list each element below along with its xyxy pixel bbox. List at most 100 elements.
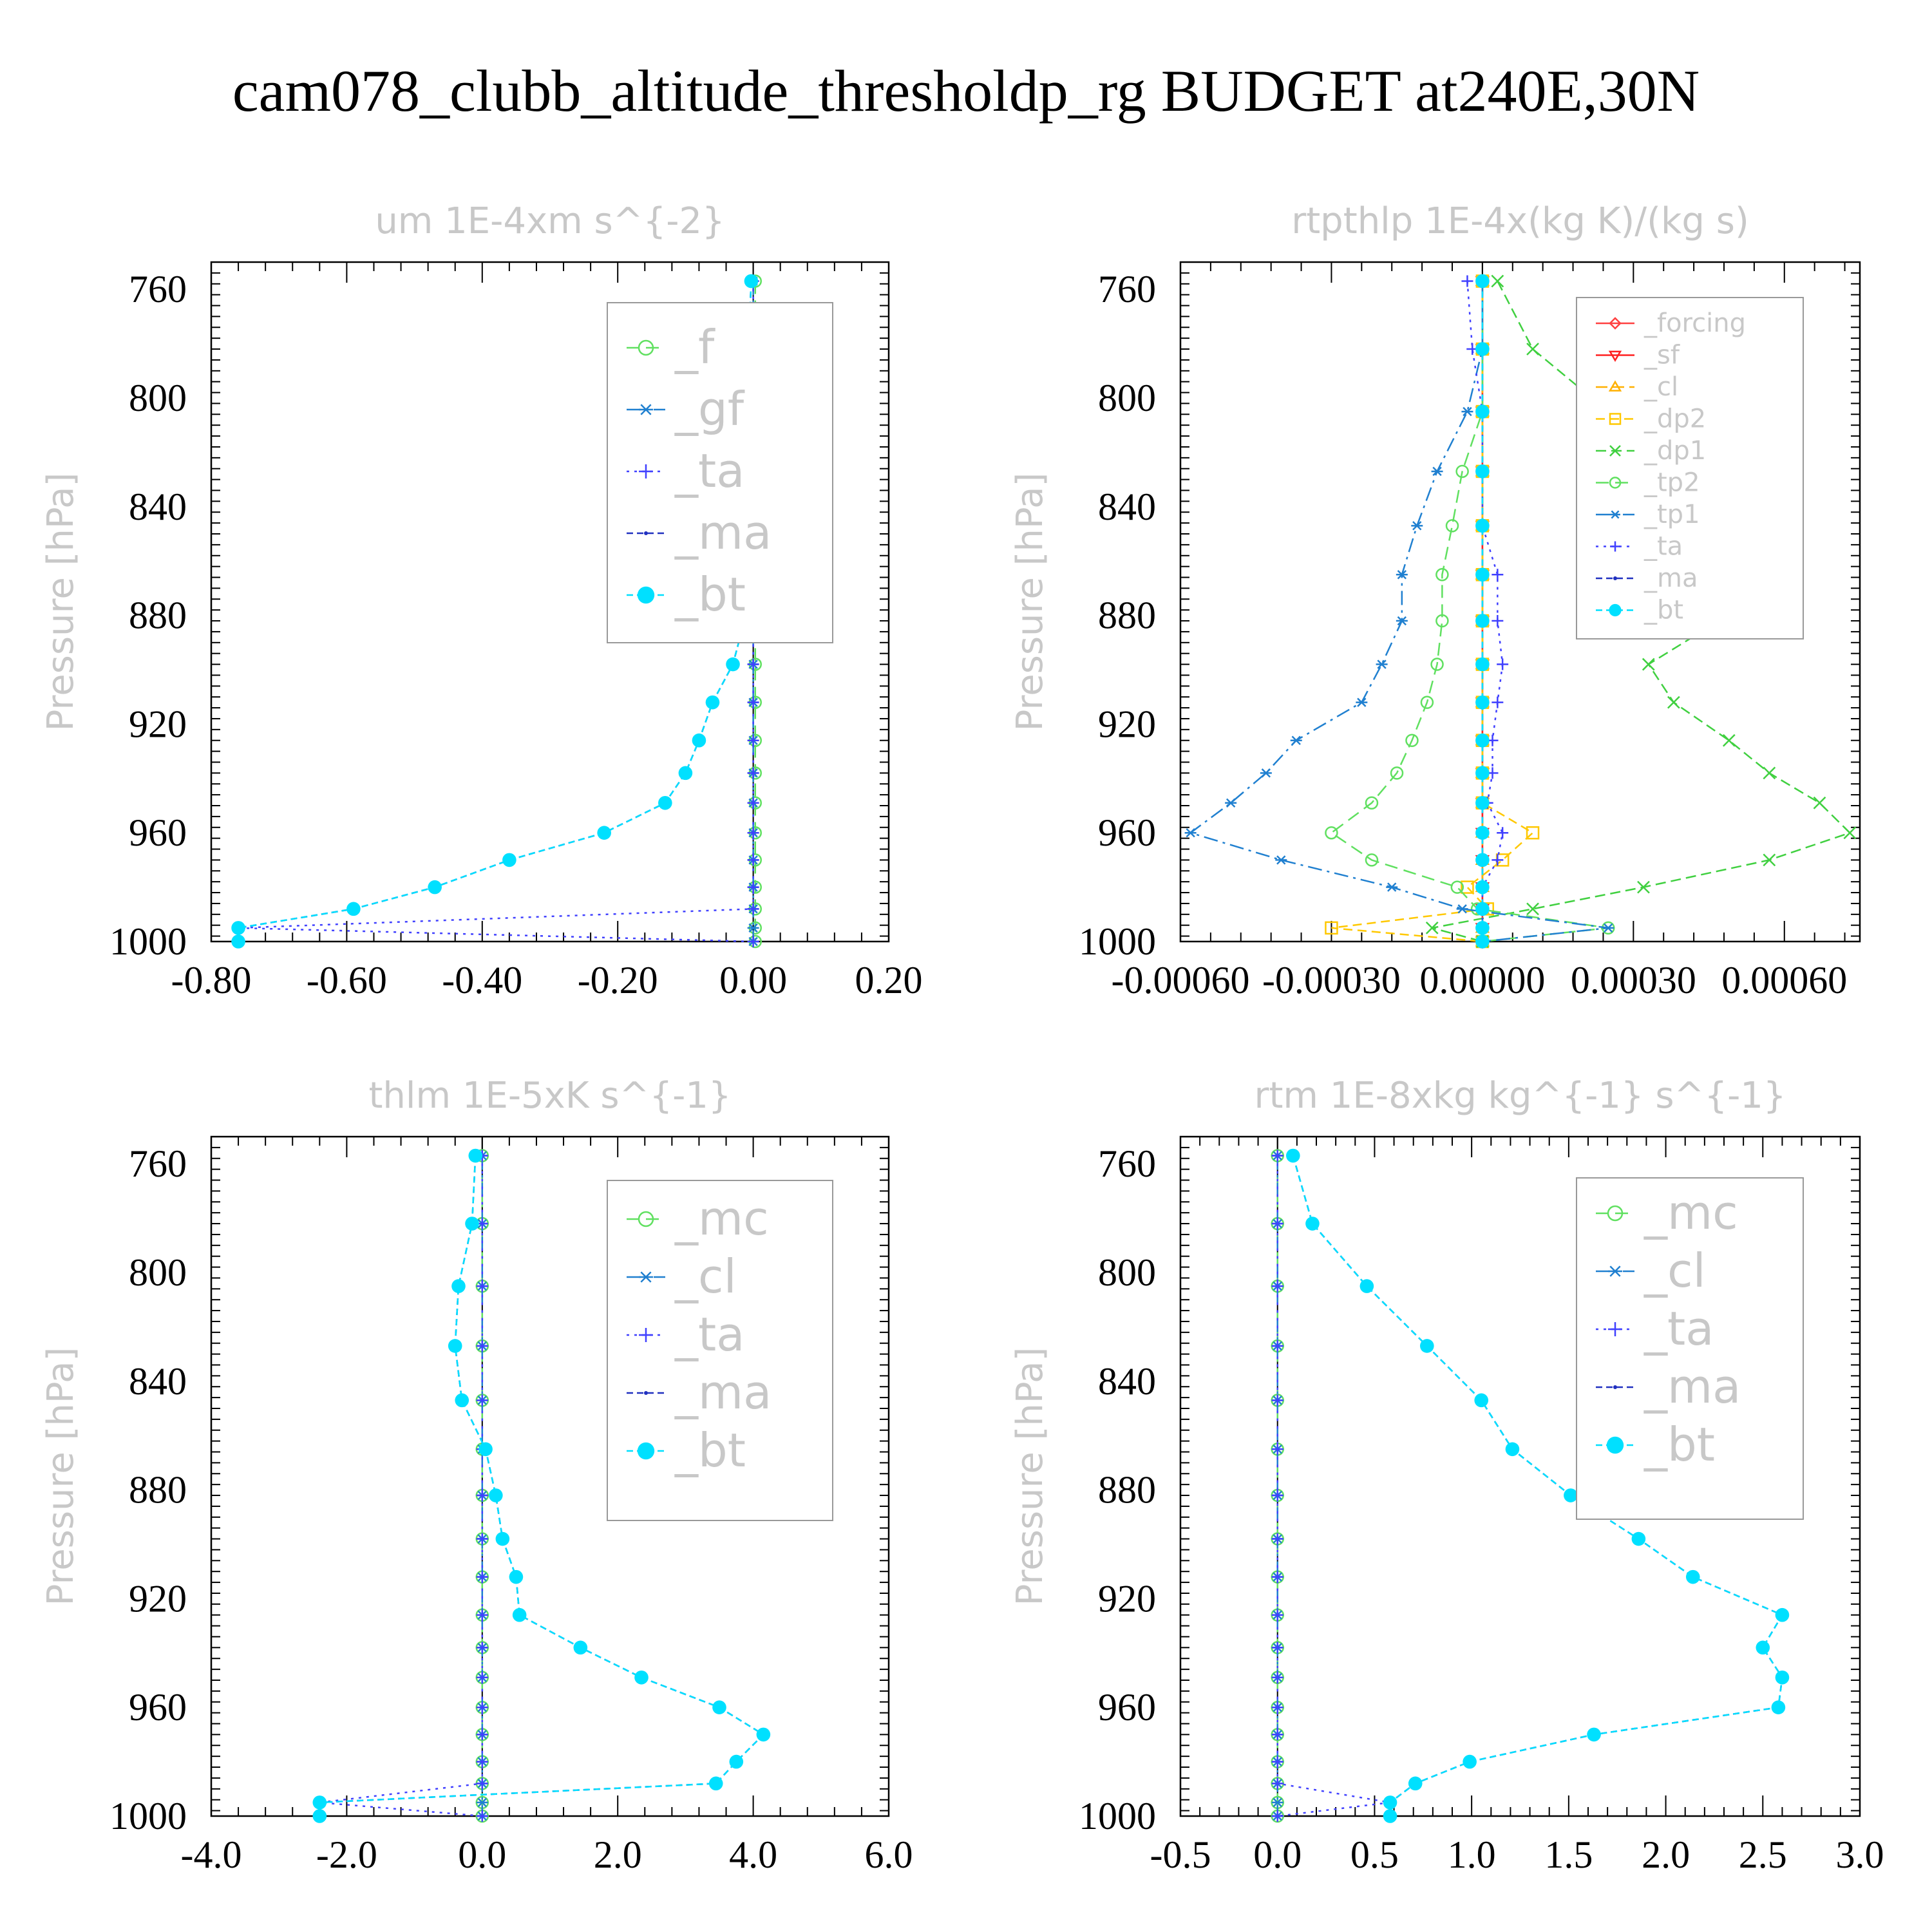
data-point bbox=[1305, 1217, 1320, 1231]
x-tick-label: 0.00030 bbox=[1571, 959, 1696, 1001]
x-tick-label: 1.0 bbox=[1448, 1833, 1496, 1876]
legend-label: _ma bbox=[674, 506, 772, 560]
data-point bbox=[476, 1280, 488, 1293]
legend-label: _tp1 bbox=[1643, 500, 1700, 529]
data-point bbox=[747, 696, 759, 708]
data-point bbox=[1763, 766, 1776, 780]
data-point bbox=[1359, 1279, 1374, 1293]
legend-label: _dp2 bbox=[1643, 404, 1706, 434]
data-point bbox=[1396, 570, 1408, 580]
data-point bbox=[476, 1533, 488, 1545]
data-point bbox=[1474, 1393, 1489, 1408]
legend-marker bbox=[1613, 576, 1617, 580]
data-point bbox=[678, 766, 693, 781]
data-point bbox=[1271, 1533, 1283, 1545]
data-point bbox=[1430, 658, 1444, 671]
legend-marker bbox=[1609, 317, 1622, 330]
data-point bbox=[1225, 798, 1237, 808]
y-tick-label: 840 bbox=[129, 1360, 187, 1403]
data-point bbox=[1420, 696, 1434, 709]
data-point bbox=[1475, 518, 1490, 533]
data-point bbox=[1491, 274, 1504, 288]
data-point bbox=[1771, 1700, 1786, 1714]
legend-marker bbox=[1608, 1322, 1622, 1336]
data-point bbox=[1271, 1280, 1283, 1293]
data-point bbox=[597, 826, 611, 840]
legend-label: _cl bbox=[1643, 372, 1678, 402]
legend-marker bbox=[644, 531, 648, 535]
data-point bbox=[1475, 657, 1490, 672]
series-line bbox=[1331, 281, 1535, 943]
legend-marker bbox=[644, 1391, 648, 1395]
data-point bbox=[476, 1797, 488, 1808]
data-point bbox=[1260, 768, 1272, 778]
data-point bbox=[1475, 274, 1490, 289]
series-line bbox=[1292, 1155, 1784, 1816]
data-point bbox=[1271, 1777, 1283, 1790]
data-point bbox=[1356, 697, 1368, 707]
data-point bbox=[1475, 342, 1490, 356]
x-tick-label: -0.20 bbox=[578, 959, 658, 1001]
data-point bbox=[1271, 1728, 1283, 1741]
legend-label: _ta bbox=[1643, 532, 1683, 562]
legend-box bbox=[1576, 1177, 1804, 1520]
data-point bbox=[1365, 853, 1379, 867]
data-point bbox=[1271, 1609, 1283, 1621]
y-axis-label: Pressure [hPa] bbox=[40, 473, 82, 732]
data-point bbox=[1492, 569, 1504, 581]
data-point bbox=[1475, 567, 1490, 582]
data-point bbox=[448, 1339, 462, 1353]
x-tick-label: -0.40 bbox=[442, 959, 522, 1001]
x-tick-label: 3.0 bbox=[1836, 1833, 1884, 1876]
series-line bbox=[1330, 281, 1609, 943]
data-point bbox=[1475, 766, 1490, 781]
data-point bbox=[1271, 1671, 1283, 1683]
data-point bbox=[468, 1148, 483, 1163]
y-tick-label: 920 bbox=[129, 703, 187, 745]
data-point bbox=[1411, 521, 1423, 531]
data-point bbox=[1475, 902, 1490, 916]
data-point bbox=[1271, 1340, 1283, 1352]
data-point bbox=[1396, 616, 1408, 626]
plot-frame bbox=[1179, 1135, 1861, 1817]
data-point bbox=[489, 1488, 503, 1502]
legend-label: _bt bbox=[674, 1423, 746, 1477]
legend-marker bbox=[1607, 1205, 1624, 1222]
data-point bbox=[1445, 519, 1459, 533]
data-point bbox=[1376, 659, 1388, 669]
legend-box bbox=[607, 302, 833, 643]
legend: _mc_cl_ta_ma_bt bbox=[607, 1180, 833, 1521]
x-tick-label: 4.0 bbox=[729, 1833, 777, 1876]
data-point bbox=[1602, 923, 1615, 933]
data-point bbox=[476, 1701, 488, 1714]
x-tick-label: -0.5 bbox=[1150, 1833, 1211, 1876]
y-tick-label: 1000 bbox=[1079, 920, 1156, 963]
data-point bbox=[1475, 921, 1490, 935]
x-tick-label: 0.5 bbox=[1350, 1833, 1399, 1876]
data-point bbox=[1775, 1607, 1790, 1622]
data-point bbox=[1271, 1150, 1283, 1162]
data-point bbox=[312, 1809, 327, 1823]
panel-um: um 1E-4xm s^{-2} Pressure [hPa] 760 800 840 8… bbox=[40, 200, 923, 1001]
data-point bbox=[1405, 734, 1419, 747]
x-tick-label: 0.00060 bbox=[1721, 959, 1847, 1001]
data-point bbox=[476, 1394, 488, 1406]
y-tick-label: 800 bbox=[1098, 377, 1156, 419]
y-tick-label: 880 bbox=[129, 594, 187, 637]
data-point bbox=[1475, 733, 1490, 748]
legend-label: _gf bbox=[674, 382, 745, 436]
y-tick-label: 800 bbox=[1098, 1251, 1156, 1294]
data-point bbox=[1475, 826, 1490, 840]
data-point bbox=[1461, 880, 1474, 894]
series-bt bbox=[312, 1148, 771, 1823]
legend-marker bbox=[638, 339, 654, 356]
data-point bbox=[231, 934, 245, 949]
legend-label: _cl bbox=[1643, 1244, 1706, 1298]
data-point bbox=[476, 1728, 488, 1741]
x-tick-label: -4.0 bbox=[181, 1833, 242, 1876]
data-point bbox=[476, 1609, 488, 1621]
x-tick-label: 2.0 bbox=[594, 1833, 642, 1876]
series-line bbox=[1276, 1155, 1390, 1817]
series-line bbox=[1466, 281, 1504, 942]
data-point bbox=[1475, 614, 1490, 628]
